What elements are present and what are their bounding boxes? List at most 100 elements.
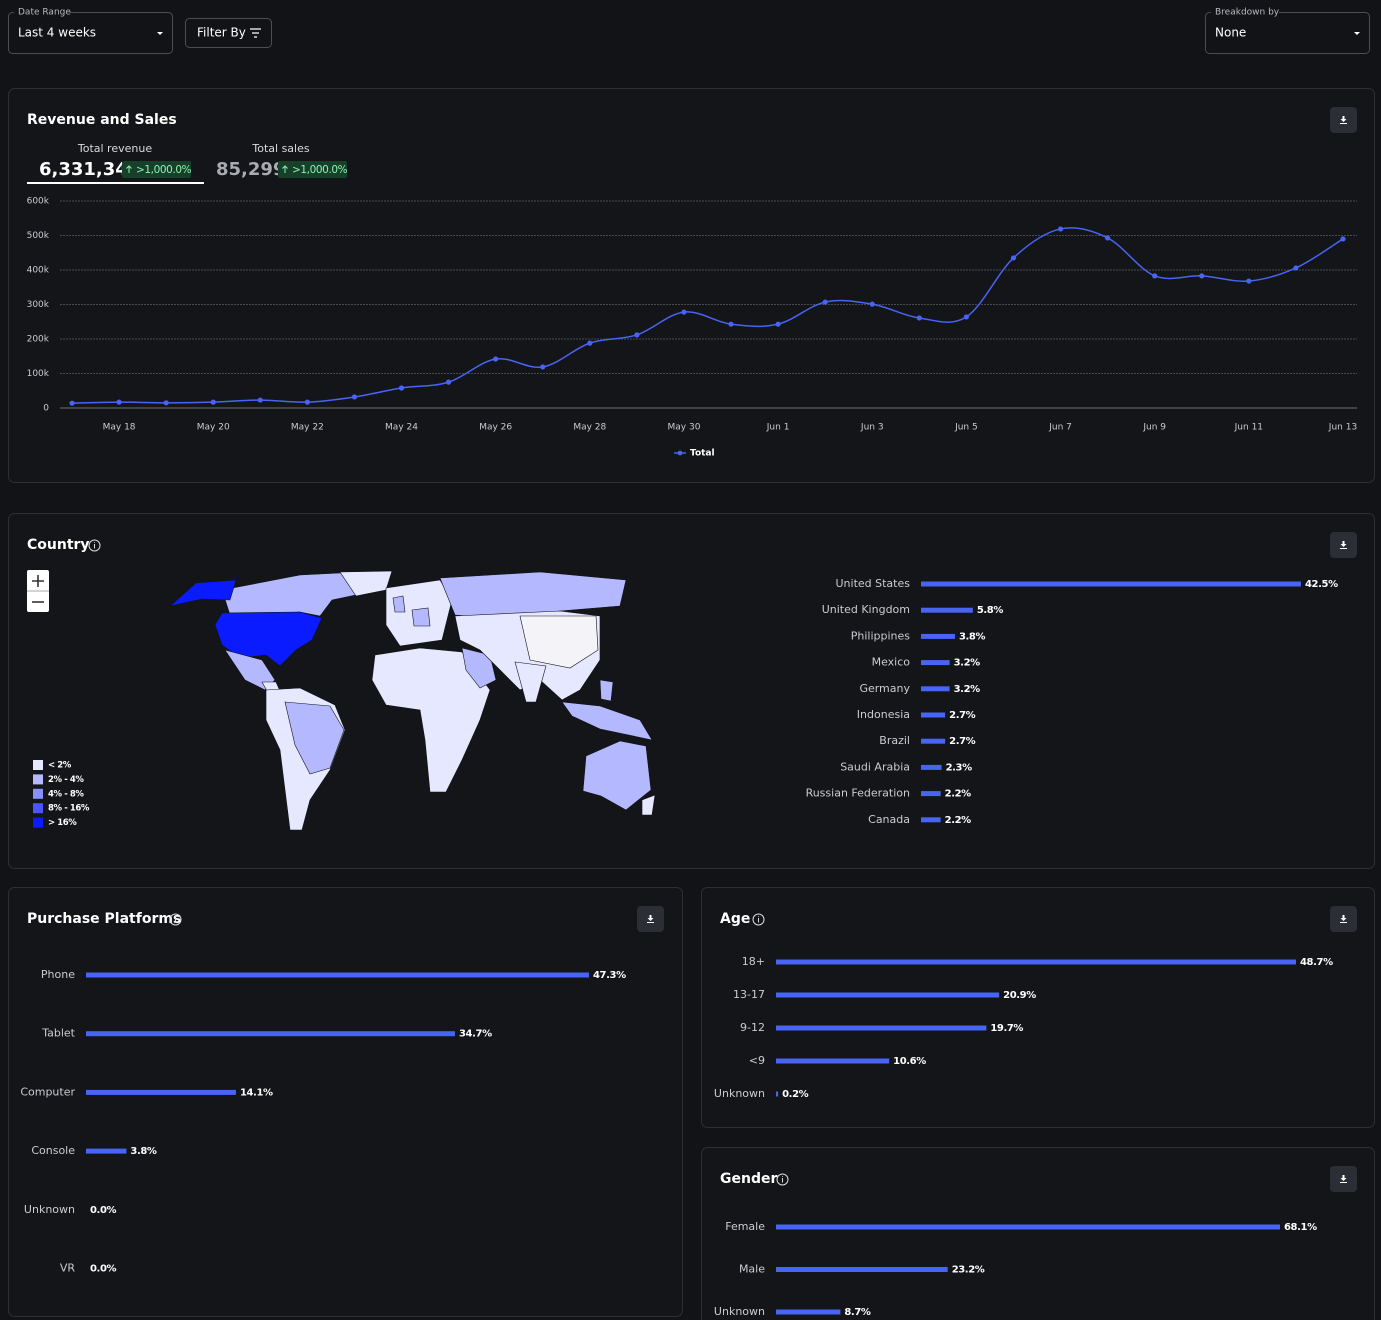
country-panel: [8, 513, 1375, 869]
dropdown-value: None: [1215, 26, 1246, 40]
info-icons: [88, 539, 789, 1186]
legend-label: > 16%: [48, 818, 77, 828]
info-icon[interactable]: [169, 913, 182, 926]
data-point: [1010, 255, 1017, 261]
metric-value[interactable]: 85,299: [216, 159, 285, 180]
data-point: [1105, 235, 1111, 241]
value-label: 3.2%: [954, 684, 981, 695]
data-point: [304, 399, 310, 405]
bar: [921, 791, 941, 797]
bar-label: Unknown: [24, 1203, 75, 1216]
data-point: [116, 399, 122, 405]
value-label: 0.0%: [90, 1205, 117, 1216]
bar-label: Female: [725, 1220, 765, 1233]
info-icon[interactable]: [752, 913, 765, 926]
bar: [776, 1224, 1280, 1230]
x-tick-label: Jun 7: [1048, 423, 1072, 433]
region: [514, 661, 547, 703]
zoom-in[interactable]: [32, 575, 44, 587]
age-panel: [701, 887, 1375, 1128]
bar-label: Philippines: [851, 629, 911, 642]
value-label: 0.0%: [90, 1264, 117, 1275]
bar-label: VR: [60, 1262, 76, 1275]
bar: [776, 1309, 841, 1315]
revenue-panel: [8, 88, 1375, 483]
info-icon[interactable]: [88, 539, 101, 552]
data-point: [869, 301, 875, 307]
data-point: [257, 397, 263, 403]
filter-button[interactable]: Filter By: [185, 18, 272, 48]
bar-label: Germany: [859, 682, 910, 695]
bar-label: <9: [749, 1054, 765, 1067]
data-point: [493, 356, 499, 362]
bar-label: Brazil: [879, 734, 910, 747]
bar: [776, 1025, 987, 1031]
bar-label: Russian Federation: [806, 787, 910, 800]
bar: [921, 660, 950, 666]
legend-marker: [677, 450, 683, 456]
bar: [86, 1089, 236, 1095]
x-tick-label: May 22: [291, 423, 324, 433]
up-arrow: [282, 165, 288, 173]
value-label: 19.7%: [990, 1023, 1023, 1034]
legend-swatch: [33, 788, 43, 799]
bar-label: United Kingdom: [822, 603, 910, 616]
date-range-control[interactable]: Date Range Last 4 weeks: [8, 6, 173, 54]
x-tick-label: May 26: [479, 423, 512, 433]
gender-panel: [701, 1147, 1375, 1320]
platforms-panel: [8, 887, 683, 1317]
bar: [776, 959, 1296, 965]
y-tick-label: 100k: [27, 369, 50, 379]
bar: [921, 633, 955, 639]
breakdown-control[interactable]: Breakdown by None: [1205, 6, 1370, 54]
data-point: [822, 299, 828, 305]
region: [411, 607, 431, 627]
value-label: 5.8%: [977, 605, 1004, 616]
value-label: 0.2%: [782, 1089, 809, 1100]
data-point: [1340, 236, 1346, 242]
value-label: 14.1%: [240, 1087, 273, 1098]
x-tick-label: Jun 3: [860, 423, 884, 433]
bar-label: Canada: [868, 813, 910, 826]
dropdown-box[interactable]: [8, 12, 173, 54]
caret: [157, 32, 163, 35]
panel-title: Revenue and Sales: [27, 112, 177, 128]
value-label: 48.7%: [1300, 957, 1333, 968]
dropdown-label: Breakdown by: [1215, 8, 1280, 18]
legend-label[interactable]: Total: [690, 449, 715, 459]
value-label: 2.3%: [946, 762, 973, 773]
button-box[interactable]: [185, 18, 272, 48]
bar-label: Mexico: [872, 656, 911, 669]
value-label: 3.8%: [959, 631, 986, 642]
panel-title: Purchase Platforms: [27, 911, 181, 927]
value-label: 68.1%: [1284, 1222, 1317, 1233]
region: [168, 579, 237, 607]
metric-value: 6,331,344: [39, 159, 140, 180]
bar: [921, 686, 950, 692]
data-point: [1057, 226, 1064, 232]
y-tick-label: 0: [43, 404, 49, 414]
bar-label: 18+: [742, 955, 765, 968]
info-icon[interactable]: [776, 1173, 789, 1186]
data-point: [163, 400, 169, 406]
button-label: Filter By: [197, 26, 246, 40]
region: [371, 647, 491, 793]
value-label: 47.3%: [593, 970, 626, 981]
legend-swatch: [33, 803, 43, 814]
data-point: [351, 394, 358, 400]
region: [214, 611, 323, 667]
value-label: 10.6%: [893, 1056, 926, 1067]
download-buttons: [637, 107, 1357, 1192]
label-gap: [14, 6, 70, 18]
region: [641, 794, 656, 816]
legend-label: 2% - 4%: [48, 775, 84, 785]
dropdown-box[interactable]: [1205, 12, 1370, 54]
data-point: [728, 321, 734, 327]
up-arrow: [126, 165, 132, 173]
bar: [921, 764, 942, 770]
data-point: [963, 314, 970, 320]
data-point: [540, 364, 546, 370]
dropdown-value: Last 4 weeks: [18, 26, 96, 40]
metric-label[interactable]: Total sales: [251, 142, 309, 155]
